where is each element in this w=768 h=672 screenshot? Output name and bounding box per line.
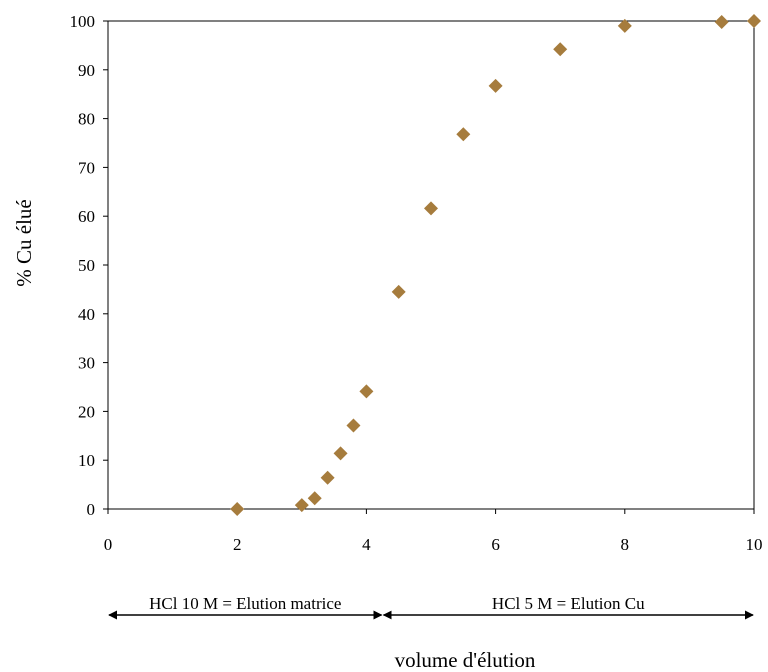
data-point <box>617 18 632 33</box>
x-tick-label: 8 <box>621 535 630 554</box>
data-point <box>333 446 348 461</box>
y-axis-ticks: 0 10 20 30 40 50 60 70 80 90 100 <box>70 12 108 519</box>
x-tick-label: 0 <box>104 535 113 554</box>
y-tick-label: 50 <box>78 256 95 275</box>
data-point <box>230 502 245 516</box>
y-tick-label: 90 <box>78 61 95 80</box>
y-tick-label: 60 <box>78 207 95 226</box>
data-points <box>230 14 761 516</box>
y-tick-label: 80 <box>78 110 95 129</box>
y-tick-label: 30 <box>78 354 95 373</box>
x-tick-label: 6 <box>491 535 500 554</box>
data-point <box>714 14 729 29</box>
data-point <box>456 127 471 142</box>
data-point <box>294 498 309 513</box>
y-tick-label: 70 <box>78 158 95 177</box>
elution-annotations: HCl 10 M = Elution matrice HCl 5 M = Elut… <box>108 594 754 620</box>
annotation-label: HCl 10 M = Elution matrice <box>149 594 341 613</box>
x-tick-label: 4 <box>362 535 371 554</box>
y-tick-label: 0 <box>87 500 96 519</box>
data-point <box>320 470 335 485</box>
data-point <box>553 42 568 57</box>
y-axis-label: % Cu élué <box>12 199 36 286</box>
data-point <box>307 491 322 506</box>
data-point <box>346 418 361 433</box>
y-tick-label: 10 <box>78 451 95 470</box>
x-axis-ticks: 0 2 4 6 8 10 <box>104 509 763 554</box>
data-point <box>359 384 374 399</box>
plot-area <box>107 20 755 510</box>
x-axis-label: volume d'élution <box>395 648 536 672</box>
data-point <box>488 78 503 93</box>
data-point <box>747 14 761 28</box>
annotation-label: HCl 5 M = Elution Cu <box>492 594 645 613</box>
data-point <box>391 284 406 299</box>
y-tick-label: 40 <box>78 305 95 324</box>
y-tick-label: 100 <box>70 12 96 31</box>
x-tick-label: 2 <box>233 535 242 554</box>
data-point <box>424 201 438 216</box>
y-tick-label: 20 <box>78 402 95 421</box>
x-tick-label: 10 <box>746 535 763 554</box>
